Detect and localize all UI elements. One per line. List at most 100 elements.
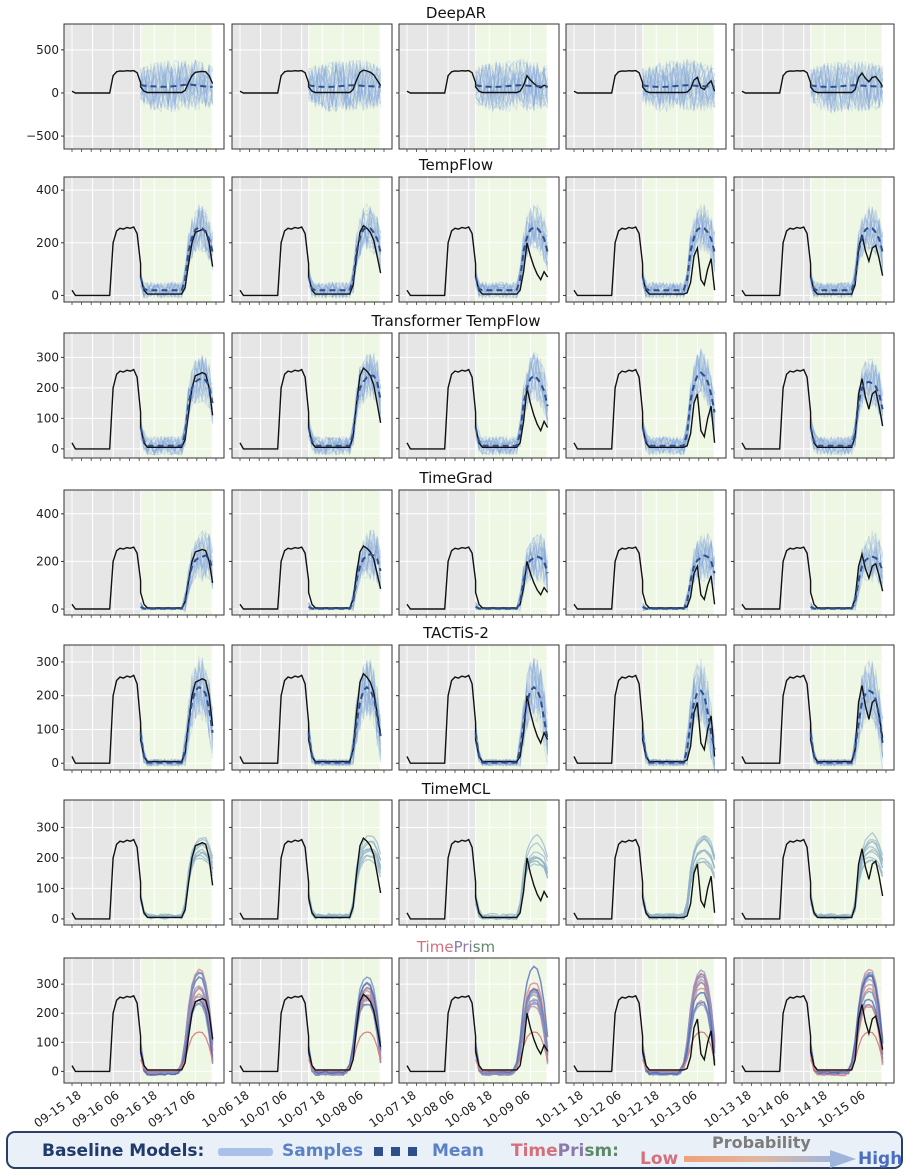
sample-path: [475, 351, 549, 453]
panel: [563, 489, 727, 618]
sample-path: [140, 59, 213, 104]
sample-path: [475, 62, 549, 107]
mean-forecast-line: [474, 374, 549, 447]
sample-path: [308, 65, 382, 107]
panel-frame: [231, 799, 393, 926]
context-region: [399, 645, 476, 770]
sample-path: [642, 62, 716, 110]
ground-truth-line: [741, 69, 884, 94]
panel-frame: [63, 489, 225, 616]
sample-path: [810, 61, 884, 113]
panel: [229, 332, 393, 461]
sample-path: [308, 220, 382, 297]
sample-path: [475, 66, 549, 110]
sample-path: [475, 62, 549, 110]
ground-truth-line: [406, 69, 548, 94]
row-title: TimePrism: [416, 938, 495, 956]
sample-path: [140, 62, 214, 111]
forecast-region: [309, 958, 380, 1083]
y-tick-label: 200: [36, 236, 59, 250]
sample-path: [140, 682, 214, 767]
sample-path: [810, 375, 884, 453]
legend-mean-dash-3: [408, 1147, 417, 1156]
sample-path: [308, 221, 381, 298]
sample-path: [475, 219, 549, 298]
ground-truth-line: [71, 994, 214, 1073]
sample-path: [642, 62, 716, 108]
y-tick-label: 400: [36, 183, 59, 197]
sample-path: [642, 361, 716, 453]
sample-path: [308, 233, 382, 300]
sample-path: [140, 209, 214, 298]
legend-mean-dash-1: [374, 1147, 383, 1156]
sample-path: [140, 63, 213, 110]
sample-path: [140, 359, 214, 456]
ground-truth-line: [741, 994, 884, 1073]
sample-path: [475, 217, 549, 299]
forecast-region: [309, 645, 380, 770]
sample-path: [140, 669, 214, 767]
panel: [229, 23, 393, 152]
panel: [396, 176, 560, 305]
sample-path: [140, 61, 214, 110]
sample-path: [475, 218, 548, 297]
sample-path: [642, 228, 716, 300]
sample-path: [642, 354, 715, 456]
forecast-region: [141, 177, 212, 302]
sample-path: [308, 365, 382, 455]
hypothesis-path: [308, 835, 382, 917]
sample-path: [308, 355, 382, 455]
sample-path: [475, 66, 548, 111]
panel-frame: [733, 799, 895, 926]
panel: [563, 23, 727, 152]
panel-frame: [398, 332, 560, 459]
forecast-region: [811, 800, 882, 925]
forecast-region: [141, 800, 212, 925]
panel: [229, 489, 393, 618]
y-tick-label: 200: [36, 381, 59, 395]
sample-path: [140, 666, 214, 767]
sample-path: [308, 61, 382, 113]
sample-path: [475, 676, 549, 767]
context-region: [64, 333, 141, 458]
model-row: TempFlow 400 200 0: [36, 156, 895, 305]
sample-path: [140, 357, 214, 455]
sample-path: [810, 365, 884, 457]
context-region: [734, 490, 811, 615]
sample-path: [475, 364, 549, 451]
hypothesis-path: [641, 1001, 716, 1076]
panel-frame: [63, 332, 225, 459]
sample-path: [810, 209, 884, 296]
forecast-region: [476, 645, 547, 770]
context-region: [232, 800, 309, 925]
sample-path: [308, 687, 382, 766]
context-region: [399, 958, 476, 1083]
hypothesis-path: [139, 998, 214, 1076]
panel-frame: [63, 799, 225, 926]
context-region: [566, 24, 643, 149]
context-region: [734, 24, 811, 149]
context-region: [232, 958, 309, 1083]
sample-path: [475, 354, 549, 455]
sample-path: [475, 371, 548, 455]
sample-path: [140, 216, 214, 299]
panel: [563, 332, 727, 461]
sample-path: [810, 61, 883, 110]
sample-path: [810, 371, 884, 456]
sample-path: [475, 60, 548, 111]
mean-forecast-line: [809, 380, 884, 447]
sample-path: [642, 207, 716, 299]
panel: 300 200 100 0: [36, 644, 225, 773]
context-region: [734, 645, 811, 770]
legend-baseline-label: Baseline Models:: [42, 1141, 205, 1161]
row-title-part: sm: [473, 938, 495, 956]
sample-path: [810, 216, 884, 298]
sample-path: [475, 203, 549, 299]
sample-path: [308, 60, 382, 110]
sample-path: [642, 348, 716, 454]
row-title: TACTiS-2: [422, 624, 489, 642]
panel: [396, 23, 560, 152]
sample-path: [475, 61, 549, 109]
sample-path: [642, 62, 716, 103]
sample-path: [810, 214, 884, 298]
